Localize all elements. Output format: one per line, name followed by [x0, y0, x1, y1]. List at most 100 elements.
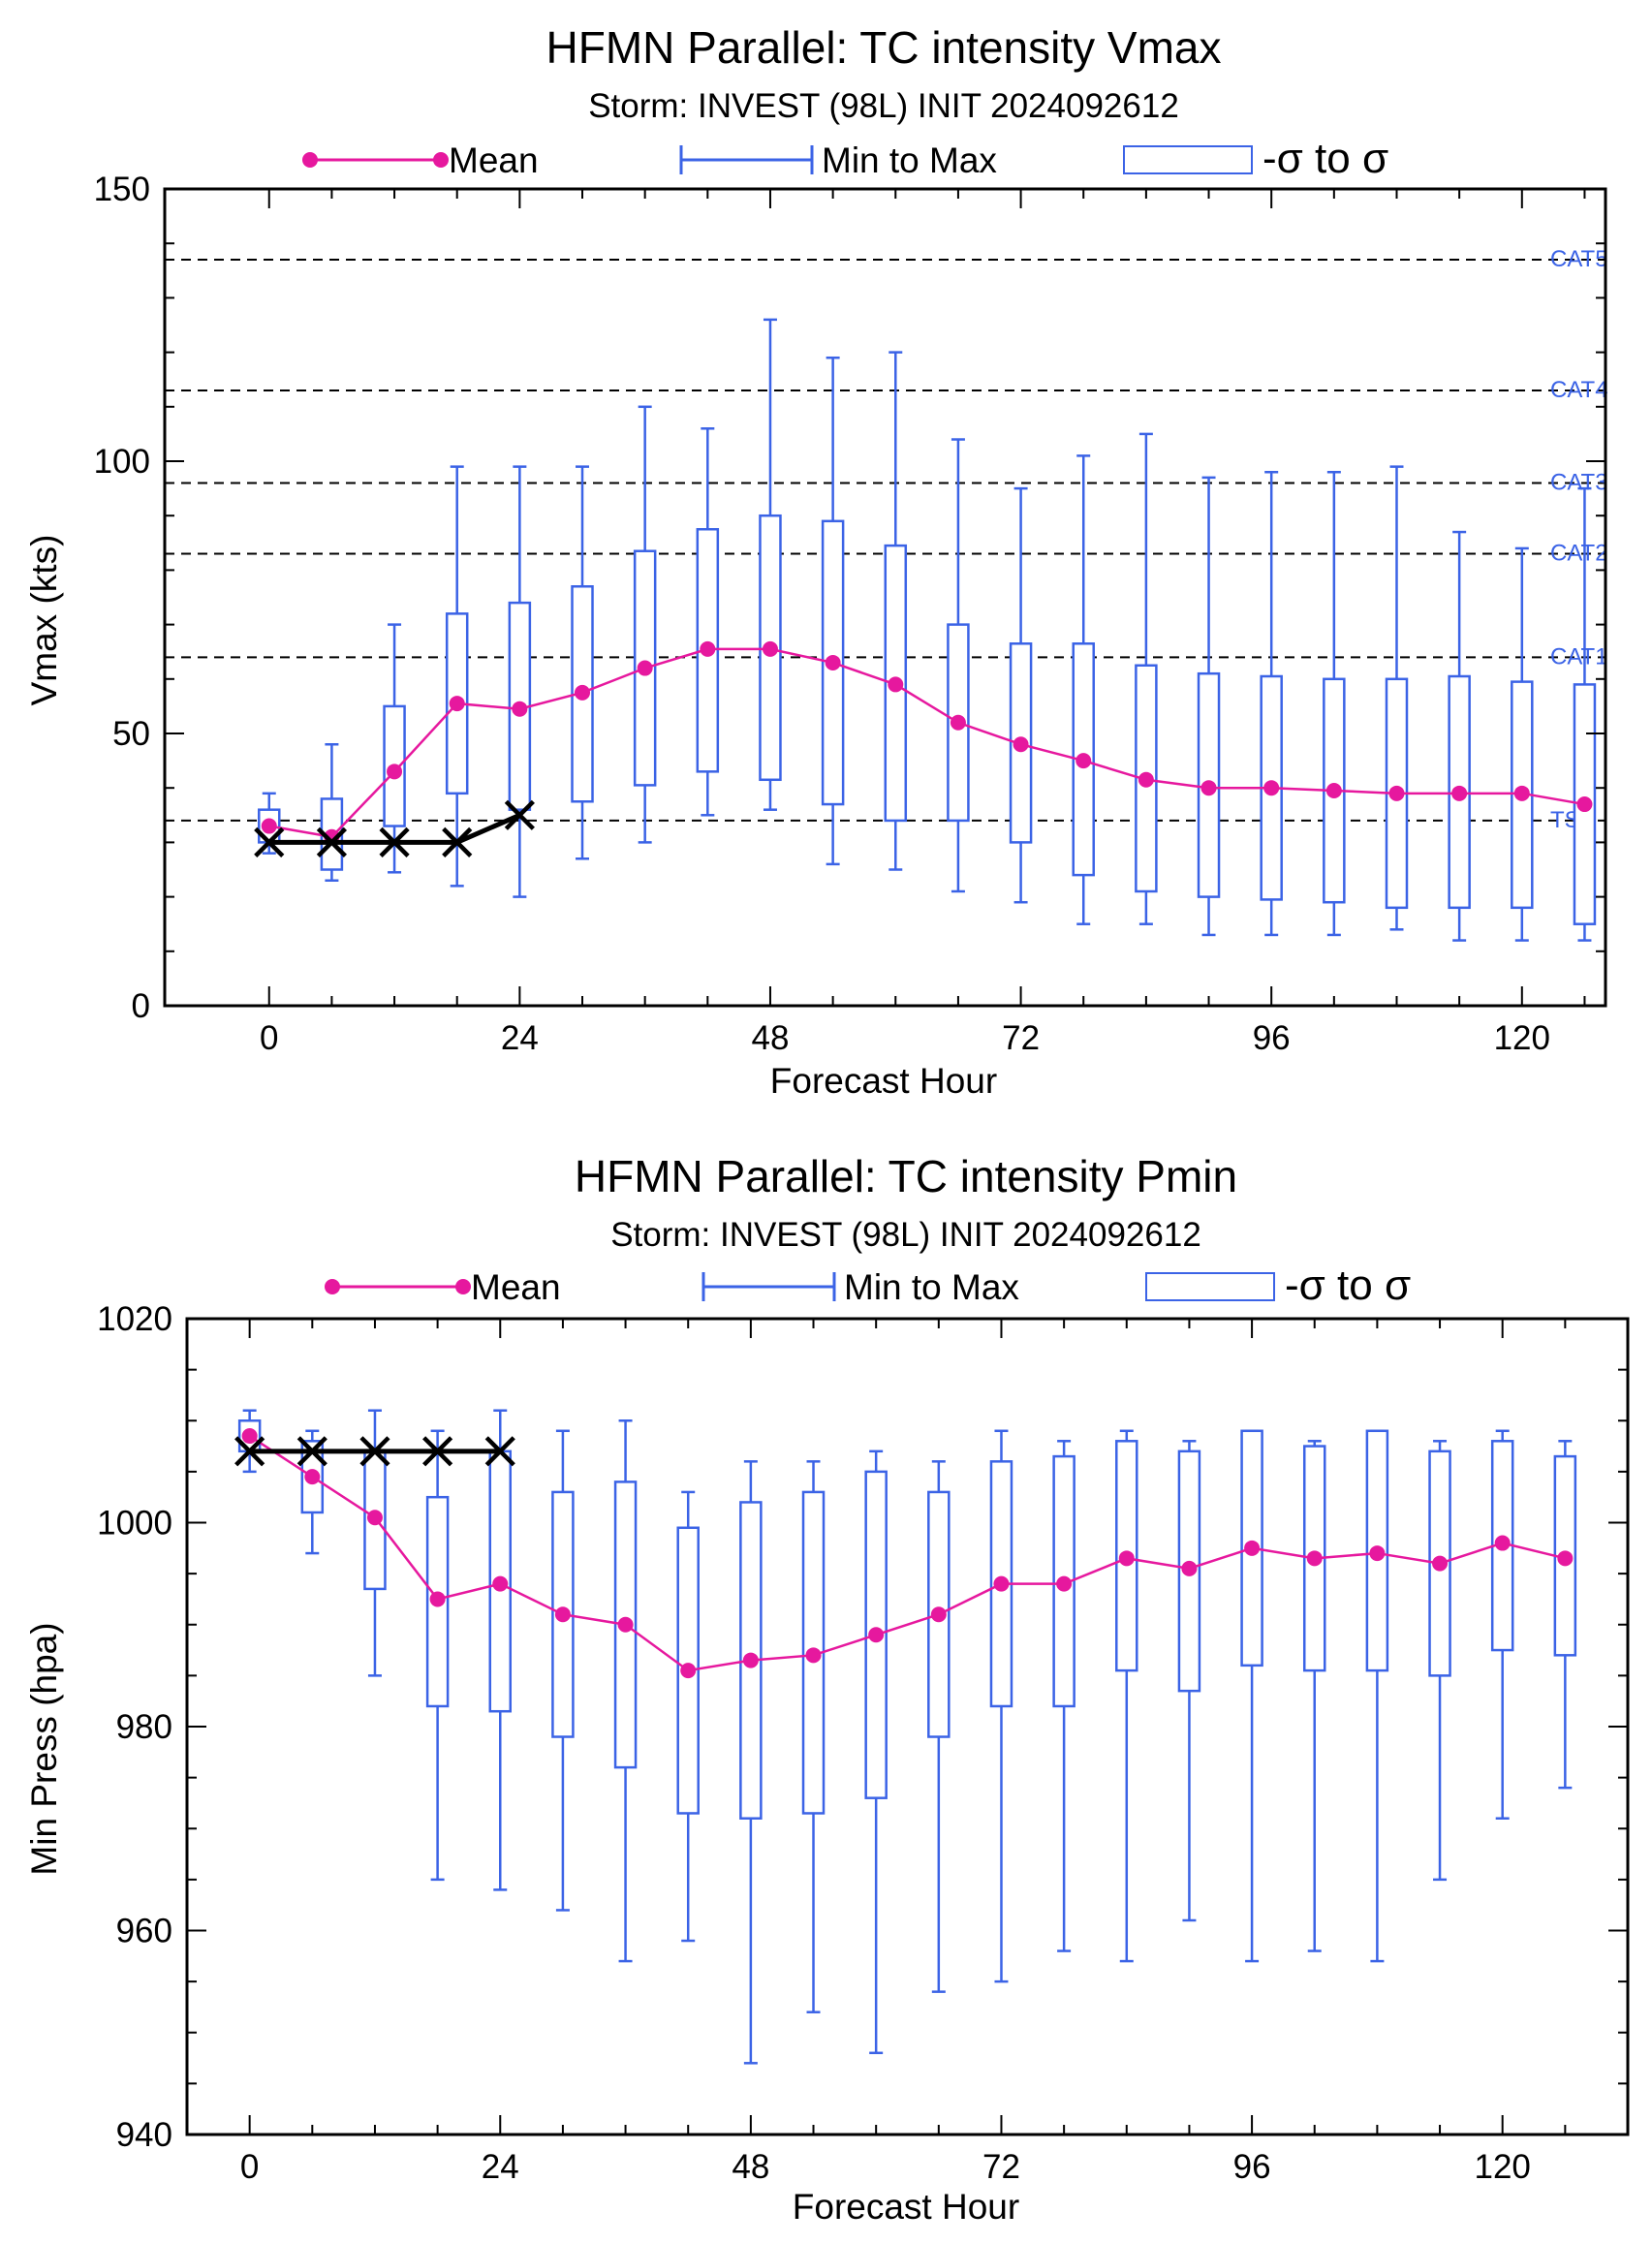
- chart1-ytick-label: 150: [94, 171, 150, 208]
- chart2-xtick-label: 48: [732, 2148, 769, 2186]
- chart1-ref-label-cat1: CAT1: [1550, 643, 1608, 670]
- chart1-ref-label-cat5: CAT5: [1550, 246, 1608, 272]
- chart2-mean-point: [993, 1575, 1010, 1592]
- chart1-mean-point: [1513, 785, 1530, 801]
- chart2-mean-point: [304, 1469, 321, 1485]
- chart1-xtick-label: 24: [501, 1019, 539, 1057]
- chart1-mean-point: [1200, 780, 1217, 796]
- chart1-legend-sigma-label: -σ to σ: [1262, 135, 1388, 182]
- chart1-mean-point: [888, 676, 904, 693]
- chart2-mean-point: [1369, 1545, 1386, 1562]
- chart2-legend-sigma-box: [1145, 1272, 1275, 1301]
- chart1-mean-point: [1263, 780, 1280, 796]
- chart2-legend: Mean Min to Max -σ to σ: [325, 1262, 1411, 1309]
- chart2-mean-point: [1306, 1550, 1323, 1567]
- chart1-observed-marker: [254, 826, 285, 857]
- chart1-mean-point: [1325, 783, 1342, 799]
- chart2-observed-marker: [484, 1436, 515, 1467]
- chart1-legend-minmax-label: Min to Max: [822, 140, 997, 180]
- chart1-mean-point: [825, 654, 841, 670]
- chart2-mean-point: [1432, 1555, 1449, 1572]
- chart1-mean-point: [449, 696, 465, 712]
- chart2-mean-point: [1244, 1540, 1261, 1556]
- chart2-xtick-label: 120: [1474, 2148, 1530, 2186]
- chart1-mean-point: [1451, 785, 1468, 801]
- chart2-xtick-label: 72: [982, 2148, 1020, 2186]
- chart1-mean-line: [268, 647, 1585, 839]
- chart2-mean-point: [805, 1647, 822, 1664]
- chart2-title: HFMN Parallel: TC intensity Pmin: [575, 1151, 1237, 1201]
- chart1-xlabel: Forecast Hour: [770, 1061, 997, 1101]
- chart1-mean-point: [700, 640, 716, 657]
- chart2-axes-frame: [185, 1317, 1630, 2136]
- chart2-mean-point: [1557, 1550, 1574, 1567]
- chart2-xtick-label: 96: [1233, 2148, 1271, 2186]
- chart2-ytick-label: 1020: [97, 1300, 172, 1338]
- chart2-observed-marker: [234, 1436, 265, 1467]
- chart1-ref-label-cat4: CAT4: [1550, 377, 1608, 403]
- chart2-legend-mean-dot-left: [325, 1279, 340, 1294]
- chart2-ytick-label: 940: [116, 2116, 172, 2154]
- chart1-observed-marker: [442, 826, 473, 857]
- chart2-mean-point: [1118, 1550, 1135, 1567]
- chart1-ytick-label: 0: [132, 987, 150, 1025]
- chart1-subtitle: Storm: INVEST (98L) INIT 2024092612: [588, 87, 1179, 125]
- chart2-mean-point: [742, 1652, 759, 1668]
- chart1-mean-point: [1075, 753, 1092, 769]
- chart1-mean-point: [387, 764, 403, 780]
- chart1-xtick-label: 0: [260, 1019, 278, 1057]
- chart1-mean-point: [575, 684, 591, 701]
- chart2-observed-marker: [296, 1436, 327, 1467]
- chart2-mean-point: [617, 1616, 634, 1633]
- chart1-ytick-label: 50: [112, 715, 150, 753]
- chart1-legend-mean-dot-left: [302, 152, 318, 168]
- chart2-legend-mean-label: Mean: [471, 1267, 561, 1307]
- chart1-xtick-label: 120: [1494, 1019, 1550, 1057]
- chart1-observed-marker: [316, 826, 347, 857]
- chart2-observed-marker: [422, 1436, 453, 1467]
- chart1-xtick-label: 96: [1253, 1019, 1291, 1057]
- chart2-mean-point: [241, 1428, 258, 1445]
- chart1-ref-label-cat3: CAT3: [1550, 469, 1608, 495]
- chart1-mean-point: [1388, 785, 1405, 801]
- chart2-subtitle: Storm: INVEST (98L) INIT 2024092612: [610, 1216, 1201, 1254]
- chart2-mean-point: [429, 1591, 446, 1607]
- chart1-xtick-label: 72: [1002, 1019, 1040, 1057]
- chart2-ylabel: Min Press (hpa): [24, 1622, 64, 1875]
- chart1-observed-marker: [504, 799, 535, 830]
- chart2-mean-point: [868, 1627, 885, 1643]
- chart2-mean-point: [492, 1575, 509, 1592]
- chart2-mean-line: [248, 1434, 1566, 1672]
- chart2-ytick-label: 960: [116, 1913, 172, 1950]
- chart2-xtick-label: 24: [482, 2148, 519, 2186]
- chart1-ref-label-cat2: CAT2: [1550, 541, 1608, 567]
- chart1-axes-frame: [163, 187, 1607, 1008]
- chart1-xtick-label: 48: [752, 1019, 790, 1057]
- chart2-plot-area: 0 24 48 72 96 120 940 960 980 1000 1020: [97, 1300, 1630, 2186]
- chart2-mean-point: [1056, 1575, 1073, 1592]
- chart1-ylabel: Vmax (kts): [24, 535, 64, 706]
- chart2-xtick-label: 0: [240, 2148, 259, 2186]
- chart2-mean-point: [366, 1510, 383, 1526]
- chart2-legend-sigma-label: -σ to σ: [1285, 1262, 1411, 1309]
- chart1-mean-point: [1576, 796, 1593, 813]
- chart2-observed-marker: [359, 1436, 390, 1467]
- chart1-mean-point: [762, 640, 778, 657]
- chart2-legend-minmax-label: Min to Max: [844, 1267, 1019, 1307]
- chart1-legend-sigma-box: [1123, 145, 1253, 174]
- chart1-mean-point: [950, 714, 966, 731]
- chart1-mean-point: [261, 818, 277, 834]
- chart2-xlabel: Forecast Hour: [793, 2187, 1019, 2227]
- chart1-mean-point: [512, 701, 528, 717]
- chart2-ytick-label: 980: [116, 1708, 172, 1746]
- chart1-legend-mean-dot-right: [433, 152, 449, 168]
- chart1-legend-mean-label: Mean: [449, 140, 539, 180]
- chart1-mean-point: [1138, 771, 1154, 788]
- chart2-legend-mean-dot-right: [455, 1279, 471, 1294]
- chart2-ytick-label: 1000: [97, 1505, 172, 1543]
- chart1-mean-point: [637, 660, 653, 676]
- chart1-title: HFMN Parallel: TC intensity Vmax: [546, 22, 1222, 73]
- chart1-ytick-label: 100: [94, 443, 150, 481]
